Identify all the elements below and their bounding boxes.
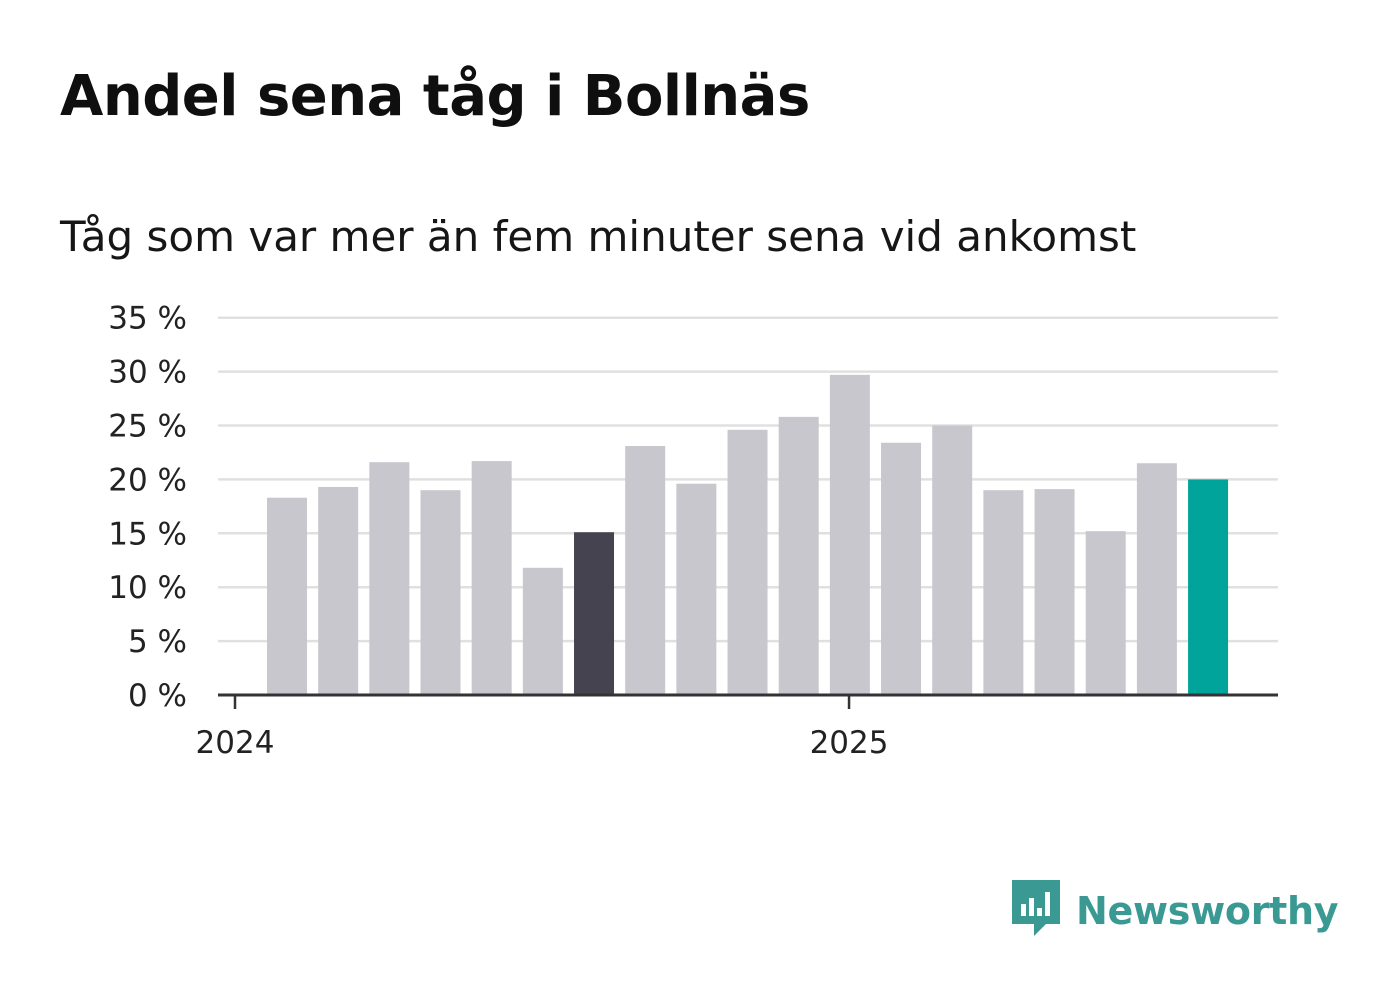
bar <box>318 486 359 695</box>
bar <box>932 425 973 695</box>
bars <box>267 374 1229 695</box>
newsworthy-logo-icon <box>1010 878 1062 944</box>
bar <box>1136 463 1177 695</box>
y-tick-label: 10 % <box>108 570 187 606</box>
bar <box>574 532 615 695</box>
bar <box>829 374 870 695</box>
bar <box>420 490 461 695</box>
bar <box>676 483 717 695</box>
y-tick-label: 0 % <box>128 678 187 714</box>
y-tick-label: 30 % <box>108 355 187 391</box>
y-tick-label: 5 % <box>128 624 187 660</box>
x-tick-label: 2024 <box>196 725 275 761</box>
y-tick-label: 35 % <box>108 301 187 337</box>
bar <box>881 442 922 695</box>
bar <box>778 416 819 695</box>
brand-name: Newsworthy <box>1076 889 1339 933</box>
y-tick-label: 20 % <box>108 462 187 498</box>
bar <box>625 445 666 695</box>
bar <box>471 461 512 695</box>
chart-subtitle: Tåg som var mer än fem minuter sena vid … <box>60 212 1137 261</box>
chart-title: Andel sena tåg i Bollnäs <box>60 64 810 129</box>
bar <box>1085 531 1126 695</box>
bar <box>522 567 563 695</box>
bar <box>1034 489 1075 695</box>
y-tick-label: 15 % <box>108 516 187 552</box>
x-tick-label: 2025 <box>810 725 889 761</box>
bar <box>727 429 768 695</box>
axes: 0 % 5 % 10 % 15 % 20 % 25 % 30 % 35 % 2024 2025 <box>108 301 1278 761</box>
y-tick-label: 25 % <box>108 409 187 445</box>
bar <box>267 497 307 695</box>
bar <box>1188 479 1229 695</box>
bar <box>983 490 1024 695</box>
brand: Newsworthy <box>1010 878 1339 944</box>
bar <box>369 462 410 695</box>
